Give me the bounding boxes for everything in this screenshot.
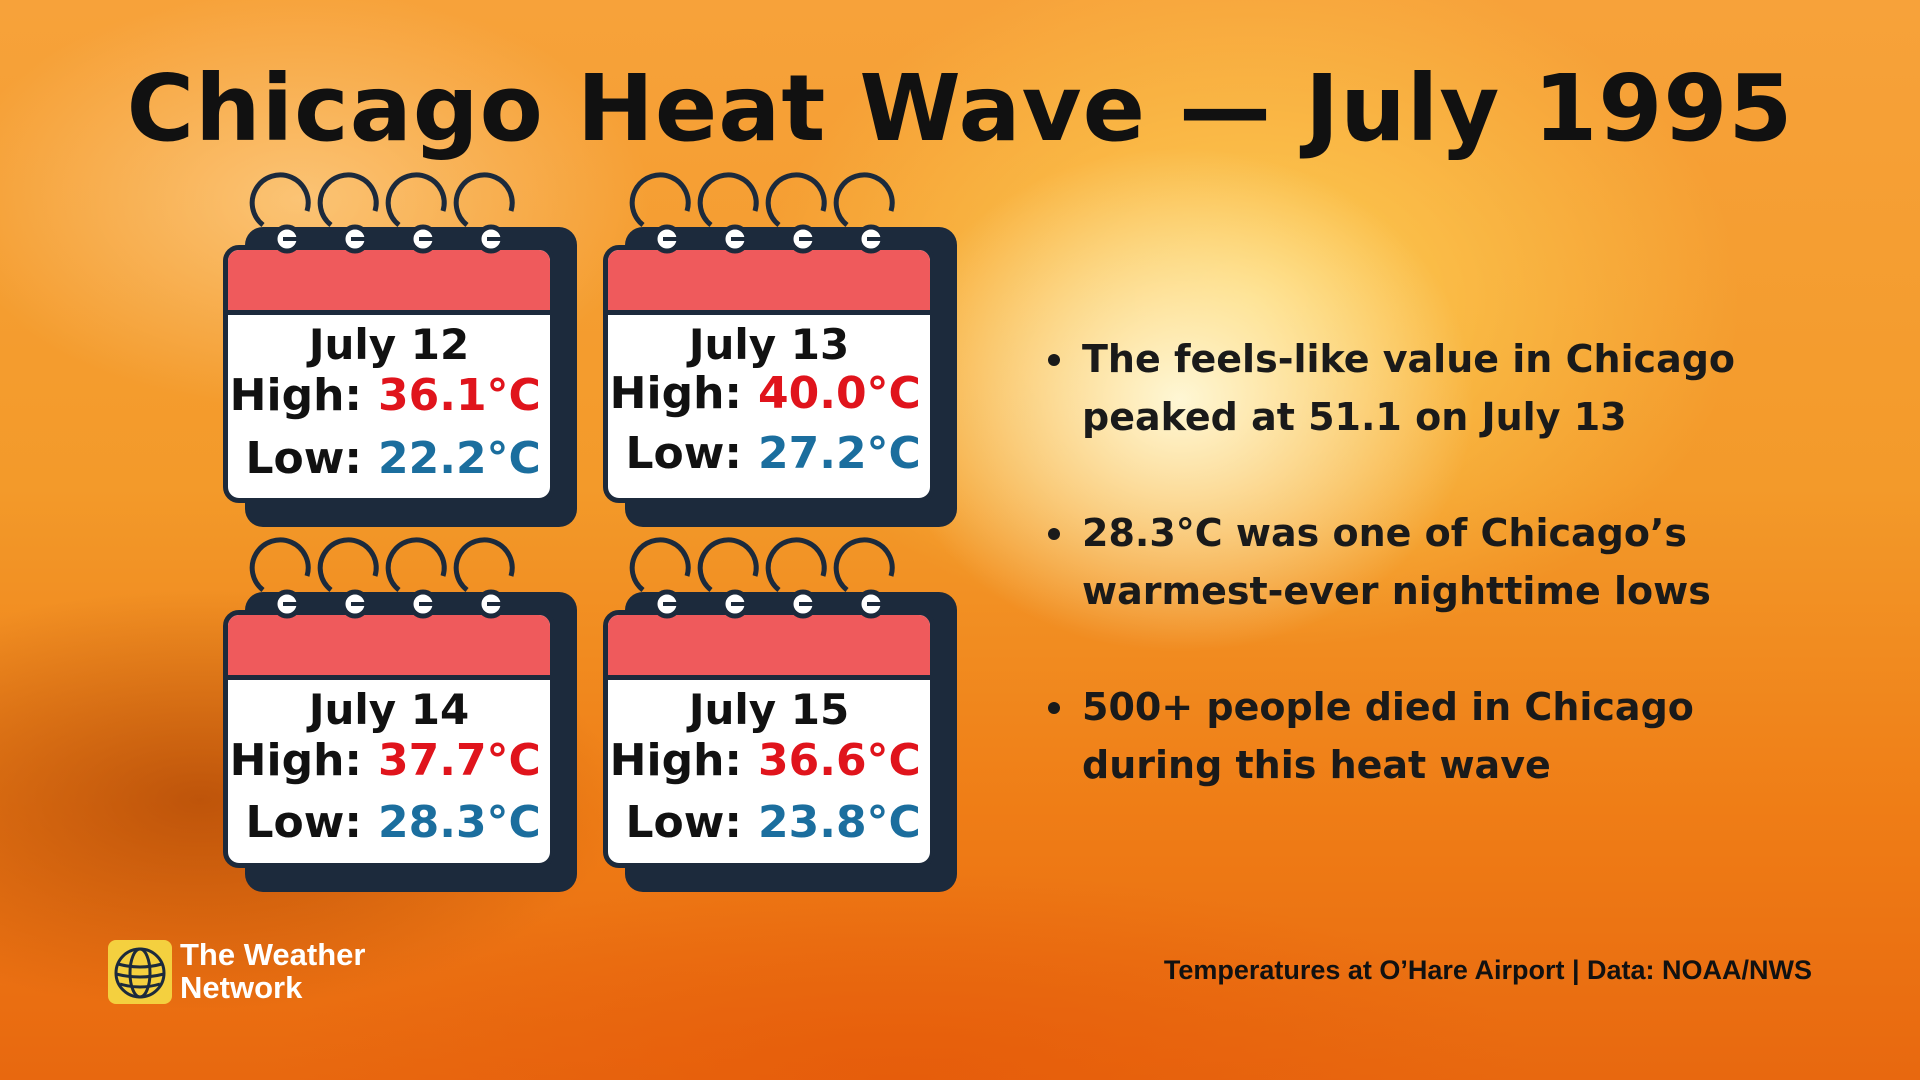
- low-label: Low:: [625, 797, 742, 848]
- fact-line: 500+ people died in Chicago: [1082, 685, 1694, 729]
- source-caption: Temperatures at O’Hare Airport | Data: N…: [1163, 955, 1812, 985]
- low-row: Low: 27.2°C: [608, 428, 930, 479]
- low-value: 22.2°C: [378, 433, 541, 484]
- high-value: 37.7°C: [378, 735, 541, 786]
- card-date: July 12: [308, 320, 470, 369]
- high-value: 36.6°C: [758, 735, 921, 786]
- calendar-page: July 13 High: 40.0°C Low: 27.2°C: [603, 245, 935, 503]
- card-date: July 15: [688, 685, 850, 734]
- low-label: Low:: [625, 428, 742, 479]
- bullet-icon: [1048, 702, 1060, 714]
- logo-badge: [108, 940, 172, 1004]
- high-label: High:: [609, 368, 742, 419]
- calendar-card-july-12: July 12 High: 36.1°C Low: 22.2°C: [223, 172, 577, 527]
- globe-icon: [114, 947, 166, 999]
- calendar-card-july-15: July 15 High: 36.6°C Low: 23.8°C: [603, 537, 957, 892]
- high-row: High: 40.0°C: [608, 368, 930, 419]
- facts-list: The feels-like value in Chicago peaked a…: [1040, 330, 1800, 852]
- calendar-header: [228, 250, 550, 315]
- fact-line: during this heat wave: [1082, 743, 1551, 787]
- low-value: 28.3°C: [378, 797, 541, 848]
- fact-item: 28.3°C was one of Chicago’s warmest-ever…: [1040, 504, 1800, 620]
- calendar-rings-icon: [249, 537, 515, 619]
- high-label: High:: [229, 370, 362, 421]
- page-title: Chicago Heat Wave — July 1995: [126, 55, 1794, 162]
- calendar-rings-icon: [249, 172, 515, 254]
- low-label: Low:: [245, 797, 362, 848]
- logo-line-2: Network: [180, 970, 303, 1005]
- card-date: July 13: [688, 320, 850, 369]
- card-date: July 14: [308, 685, 470, 734]
- high-row: High: 36.1°C: [228, 370, 550, 421]
- logo-line-1: The Weather: [180, 937, 366, 972]
- low-row: Low: 22.2°C: [228, 433, 550, 484]
- bullet-icon: [1048, 354, 1060, 366]
- fact-item: 500+ people died in Chicago during this …: [1040, 678, 1800, 794]
- low-row: Low: 28.3°C: [228, 797, 550, 848]
- fact-item: The feels-like value in Chicago peaked a…: [1040, 330, 1800, 446]
- high-value: 40.0°C: [758, 368, 921, 419]
- logo-text: The Weather Network: [180, 938, 365, 1004]
- weather-network-logo: The Weather Network: [108, 938, 408, 1008]
- calendar-rings-icon: [629, 172, 895, 254]
- calendar-card-july-14: July 14 High: 37.7°C Low: 28.3°C: [223, 537, 577, 892]
- fact-line: peaked at 51.1 on July 13: [1082, 395, 1627, 439]
- calendar-page: July 15 High: 36.6°C Low: 23.8°C: [603, 610, 935, 868]
- calendar-header: [228, 615, 550, 680]
- high-row: High: 36.6°C: [608, 735, 930, 786]
- calendar-header: [608, 250, 930, 315]
- high-value: 36.1°C: [378, 370, 541, 421]
- calendar-page: July 14 High: 37.7°C Low: 28.3°C: [223, 610, 555, 868]
- bullet-icon: [1048, 528, 1060, 540]
- high-label: High:: [229, 735, 362, 786]
- calendar-header: [608, 615, 930, 680]
- low-row: Low: 23.8°C: [608, 797, 930, 848]
- low-value: 23.8°C: [758, 797, 921, 848]
- high-row: High: 37.7°C: [228, 735, 550, 786]
- fact-line: 28.3°C was one of Chicago’s: [1082, 511, 1687, 555]
- calendar-card-july-13: July 13 High: 40.0°C Low: 27.2°C: [603, 172, 957, 527]
- low-label: Low:: [245, 433, 362, 484]
- calendar-page: July 12 High: 36.1°C Low: 22.2°C: [223, 245, 555, 503]
- low-value: 27.2°C: [758, 428, 921, 479]
- high-label: High:: [609, 735, 742, 786]
- calendar-rings-icon: [629, 537, 895, 619]
- fact-line: warmest-ever nighttime lows: [1082, 569, 1711, 613]
- fact-line: The feels-like value in Chicago: [1082, 337, 1736, 381]
